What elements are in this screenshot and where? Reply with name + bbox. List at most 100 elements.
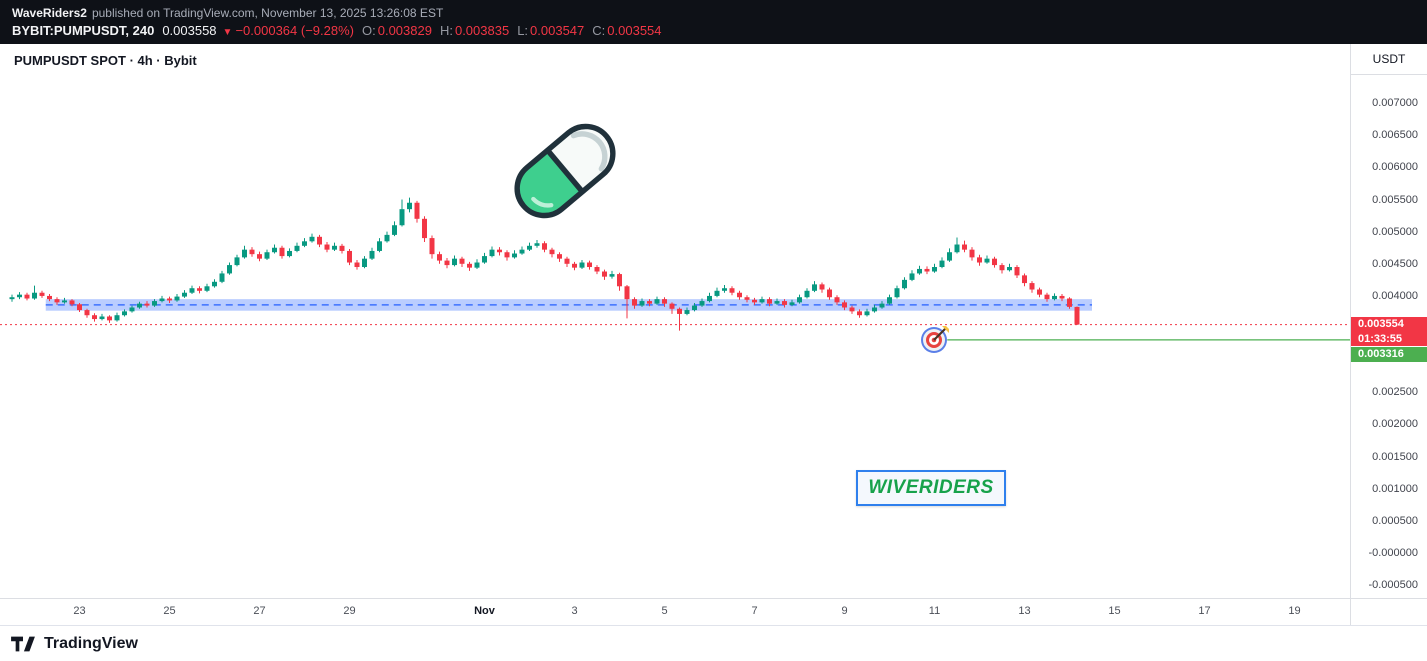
candle-body — [422, 218, 427, 239]
candle-body — [947, 252, 952, 261]
candle-body — [752, 299, 757, 303]
candle-body — [887, 297, 892, 304]
candle-body — [527, 245, 532, 250]
candle-body — [834, 297, 840, 303]
candle-body — [857, 311, 862, 316]
price-axis[interactable]: USDT 0.007000 0.006500 0.006000 0.005500 0.0… — [1350, 44, 1427, 598]
candle-body — [302, 241, 307, 246]
candle-body — [767, 299, 772, 304]
candle-body — [429, 238, 435, 255]
wiveriders-watermark-label: WIVERIDERS — [868, 477, 994, 498]
ohlc-label: O: — [362, 23, 376, 38]
candle-body — [279, 247, 285, 257]
candle-body — [879, 303, 885, 308]
price-tick: 0.004500 — [1372, 257, 1418, 270]
last-price: 0.003558 — [162, 23, 217, 38]
candle-body — [744, 297, 750, 300]
candle-body — [212, 281, 217, 287]
candle-body — [737, 292, 742, 298]
candle-body — [1044, 294, 1050, 300]
candle-body — [1037, 289, 1042, 295]
candle-body — [992, 258, 997, 266]
candle-body — [399, 209, 405, 226]
candle-body — [774, 301, 780, 304]
time-tick: 3 — [571, 605, 578, 617]
candle-body — [339, 245, 345, 251]
candle-body — [1067, 298, 1072, 307]
candle-body — [77, 304, 82, 311]
candle-body — [977, 257, 982, 263]
candle-body — [999, 265, 1005, 271]
author-name[interactable]: WaveRiders2 — [12, 6, 87, 20]
candle-body — [69, 300, 75, 305]
candle-body — [647, 301, 652, 304]
chart-pane: PUMPUSDT SPOT · 4h · Bybit — [0, 44, 1350, 598]
candle-body — [437, 254, 442, 261]
candle-body — [969, 249, 975, 258]
pill-icon — [514, 123, 616, 219]
candle-body — [227, 265, 232, 274]
ohlc-value: 0.003829 — [377, 23, 432, 38]
candle-body — [309, 236, 315, 242]
candle-body — [939, 260, 945, 268]
candle-body — [894, 288, 900, 298]
candle-body — [272, 247, 277, 253]
candle-body — [369, 250, 375, 259]
candle-body — [467, 263, 472, 268]
candle-body — [414, 202, 420, 219]
price-tick: 0.001000 — [1372, 482, 1418, 495]
symbol-info-row: BYBIT:PUMPUSDT, 240 0.003558 ▼ −0.000364 (−… — [12, 22, 1415, 42]
time-axis[interactable]: 23 25 27 29 Nov 3 5 7 9 11 13 15 17 19 — [0, 598, 1427, 625]
candle-body — [159, 298, 165, 302]
target-dartboard-icon — [920, 325, 950, 355]
candle-body — [1022, 275, 1027, 284]
tradingview-wordmark[interactable]: TradingView — [44, 634, 138, 652]
time-tick: 7 — [751, 605, 758, 617]
candle-body — [144, 303, 150, 306]
candle-body — [24, 294, 30, 299]
candle-body — [152, 301, 157, 306]
candle-body — [354, 262, 360, 268]
candle-body — [474, 262, 480, 268]
candle-body — [909, 273, 915, 280]
chart-canvas[interactable] — [0, 44, 1350, 598]
candle-body — [872, 307, 877, 312]
candle-body — [804, 290, 810, 298]
candle-body — [512, 253, 517, 258]
candle-body — [519, 249, 525, 254]
candle-body — [842, 302, 847, 308]
candle-body — [962, 244, 967, 250]
candle-body — [497, 249, 502, 253]
axis-currency-label: USDT — [1351, 44, 1427, 75]
candle-body — [797, 297, 802, 303]
arrow-down-icon: ▼ — [222, 27, 233, 38]
candle-body — [1052, 295, 1057, 300]
candle-body — [954, 244, 960, 253]
candle-body — [594, 267, 600, 272]
candle-body — [9, 297, 15, 300]
candle-body — [924, 268, 930, 272]
candle-body — [587, 262, 592, 268]
candle-body — [39, 292, 45, 296]
candle-body — [1029, 283, 1035, 290]
candle-body — [632, 299, 637, 306]
candle-body — [662, 299, 667, 304]
ohlc-value: 0.003835 — [454, 23, 510, 38]
ohlc-value: 0.003554 — [607, 23, 662, 38]
candle-body — [932, 267, 937, 272]
candle-body — [504, 252, 510, 258]
chart-legend: PUMPUSDT SPOT · 4h · Bybit — [14, 53, 197, 68]
time-tick: 15 — [1108, 605, 1121, 617]
candle-body — [317, 236, 322, 245]
time-tick: 17 — [1198, 605, 1211, 617]
candle-body — [444, 260, 450, 266]
candle-body — [579, 262, 585, 268]
candle-body — [137, 303, 142, 308]
candle-body — [234, 257, 240, 266]
price-tick: 0.007000 — [1372, 97, 1418, 110]
candle-body — [864, 311, 870, 316]
snapshot-header: WaveRiders2 published on TradingView.com,… — [0, 0, 1427, 44]
time-tick: 29 — [343, 605, 356, 617]
pill-illustration — [500, 106, 630, 236]
price-tick: 0.005500 — [1372, 193, 1418, 206]
